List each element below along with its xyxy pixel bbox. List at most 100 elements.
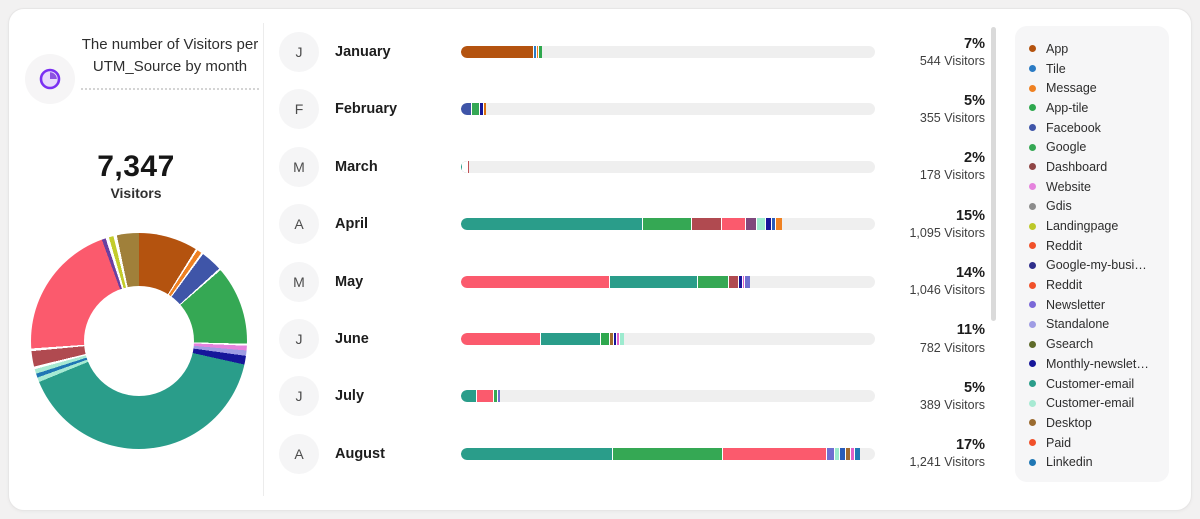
bar-segment[interactable] bbox=[840, 447, 846, 460]
month-row[interactable]: A August 17% 1,241 Visitors bbox=[279, 432, 985, 476]
legend-item[interactable]: Facebook bbox=[1029, 118, 1159, 138]
bar-segment[interactable] bbox=[613, 447, 724, 460]
bar-segment[interactable] bbox=[692, 218, 723, 231]
bar-segment[interactable] bbox=[536, 46, 539, 58]
month-row[interactable]: J June 11% 782 Visitors bbox=[279, 317, 985, 361]
bar-segment[interactable] bbox=[541, 332, 602, 345]
bar-segment[interactable] bbox=[850, 447, 855, 460]
legend-item[interactable]: Landingpage bbox=[1029, 216, 1159, 236]
bar-segment[interactable] bbox=[619, 332, 624, 345]
stacked-bar-track[interactable] bbox=[461, 275, 875, 288]
bar-segment[interactable] bbox=[463, 160, 465, 173]
bar-segment[interactable] bbox=[461, 218, 644, 231]
donut-chart[interactable] bbox=[31, 233, 247, 449]
bar-segment[interactable] bbox=[845, 447, 851, 460]
bar-segment[interactable] bbox=[772, 218, 777, 231]
bar-segment[interactable] bbox=[472, 103, 481, 116]
bar-segment[interactable] bbox=[835, 447, 841, 460]
legend-item[interactable]: Newsletter bbox=[1029, 295, 1159, 315]
bar-segment[interactable] bbox=[534, 46, 537, 58]
bar-segment[interactable] bbox=[480, 103, 485, 116]
stacked-bar-track[interactable] bbox=[461, 390, 875, 403]
bar-segment[interactable] bbox=[826, 447, 835, 460]
stacked-bar-track[interactable] bbox=[461, 332, 875, 345]
bar-segment[interactable] bbox=[497, 390, 501, 403]
month-avatar: J bbox=[279, 32, 319, 72]
bar-segment[interactable] bbox=[466, 160, 468, 173]
legend-item[interactable]: Monthly-newslet… bbox=[1029, 354, 1159, 374]
bar-segment[interactable] bbox=[461, 390, 478, 403]
month-row[interactable]: F February 5% 355 Visitors bbox=[279, 87, 985, 131]
bar-segment[interactable] bbox=[616, 332, 620, 345]
legend-label: Gsearch bbox=[1046, 337, 1094, 352]
month-row[interactable]: A April 15% 1,095 Visitors bbox=[279, 202, 985, 246]
bar-segment[interactable] bbox=[739, 275, 743, 288]
bar-segment[interactable] bbox=[765, 218, 773, 231]
legend-item[interactable]: Reddit bbox=[1029, 236, 1159, 256]
bar-segment[interactable] bbox=[461, 275, 610, 288]
bar-segment[interactable] bbox=[756, 218, 766, 231]
bar-segment[interactable] bbox=[461, 103, 473, 116]
bar-segment[interactable] bbox=[745, 275, 750, 288]
bar-segment[interactable] bbox=[613, 332, 617, 345]
legend-item[interactable]: Google-my-busi… bbox=[1029, 256, 1159, 276]
legend-item[interactable]: Reddit bbox=[1029, 275, 1159, 295]
bar-segment[interactable] bbox=[465, 160, 467, 173]
bar-segment[interactable] bbox=[464, 160, 466, 173]
total-visitors-label: Visitors bbox=[110, 185, 162, 201]
legend-item[interactable]: Tile bbox=[1029, 59, 1159, 79]
legend-item[interactable]: Linkedin bbox=[1029, 452, 1159, 472]
bar-segment[interactable] bbox=[493, 390, 498, 403]
legend-item[interactable]: Gdis bbox=[1029, 197, 1159, 217]
month-row[interactable]: M March 2% 178 Visitors bbox=[279, 145, 985, 189]
legend-label: Google-my-busi… bbox=[1046, 258, 1147, 273]
legend-item[interactable]: Message bbox=[1029, 78, 1159, 98]
month-row[interactable]: J January 7% 544 Visitors bbox=[279, 30, 985, 74]
month-label: March bbox=[335, 158, 378, 175]
legend-item[interactable]: Gsearch bbox=[1029, 334, 1159, 354]
bar-segment[interactable] bbox=[776, 218, 782, 231]
bar-segment[interactable] bbox=[601, 332, 611, 345]
legend-item[interactable]: App bbox=[1029, 39, 1159, 59]
bar-segment[interactable] bbox=[723, 447, 827, 460]
visitors-widget-card: The number of Visitors per UTM_Source by… bbox=[8, 8, 1192, 511]
month-avatar: A bbox=[279, 433, 319, 474]
bar-segment[interactable] bbox=[461, 46, 535, 58]
legend-item[interactable]: Standalone bbox=[1029, 315, 1159, 335]
legend-item[interactable]: Website bbox=[1029, 177, 1159, 197]
bar-segment[interactable] bbox=[697, 275, 729, 288]
bar-segment[interactable] bbox=[609, 275, 698, 288]
stacked-bar-track[interactable] bbox=[461, 160, 875, 173]
month-row[interactable]: M May 14% 1,046 Visitors bbox=[279, 260, 985, 304]
legend-dot-icon bbox=[1029, 439, 1036, 447]
stacked-bar-track[interactable] bbox=[461, 447, 875, 460]
bar-segment[interactable] bbox=[461, 447, 614, 460]
bar-segment[interactable] bbox=[854, 447, 861, 460]
legend-item[interactable]: Dashboard bbox=[1029, 157, 1159, 177]
stacked-bar-track[interactable] bbox=[461, 218, 875, 231]
bar-segment[interactable] bbox=[538, 46, 542, 58]
legend-item[interactable]: Desktop bbox=[1029, 413, 1159, 433]
bar-segment[interactable] bbox=[728, 275, 740, 288]
stacked-bar-fill bbox=[461, 275, 807, 288]
legend-item[interactable]: Google bbox=[1029, 137, 1159, 157]
legend-item[interactable]: Customer-email bbox=[1029, 393, 1159, 413]
bar-segment[interactable] bbox=[461, 332, 542, 345]
legend-item[interactable]: Paid bbox=[1029, 433, 1159, 453]
list-scrollbar[interactable] bbox=[991, 27, 996, 321]
bar-segment[interactable] bbox=[477, 390, 494, 403]
bar-segment[interactable] bbox=[461, 160, 463, 173]
month-row[interactable]: J July 5% 389 Visitors bbox=[279, 374, 985, 418]
bar-segment[interactable] bbox=[746, 218, 757, 231]
legend-item[interactable]: Customer-email bbox=[1029, 374, 1159, 394]
bar-segment[interactable] bbox=[742, 275, 746, 288]
stacked-bar-track[interactable] bbox=[461, 103, 875, 116]
bar-segment[interactable] bbox=[643, 218, 693, 231]
stacked-bar-track[interactable] bbox=[461, 46, 875, 58]
bar-segment[interactable] bbox=[610, 332, 614, 345]
bar-segment[interactable] bbox=[722, 218, 747, 231]
bar-segment[interactable] bbox=[484, 103, 487, 116]
legend-label: Website bbox=[1046, 179, 1091, 194]
bar-segment[interactable] bbox=[462, 160, 464, 173]
legend-item[interactable]: App-tile bbox=[1029, 98, 1159, 118]
